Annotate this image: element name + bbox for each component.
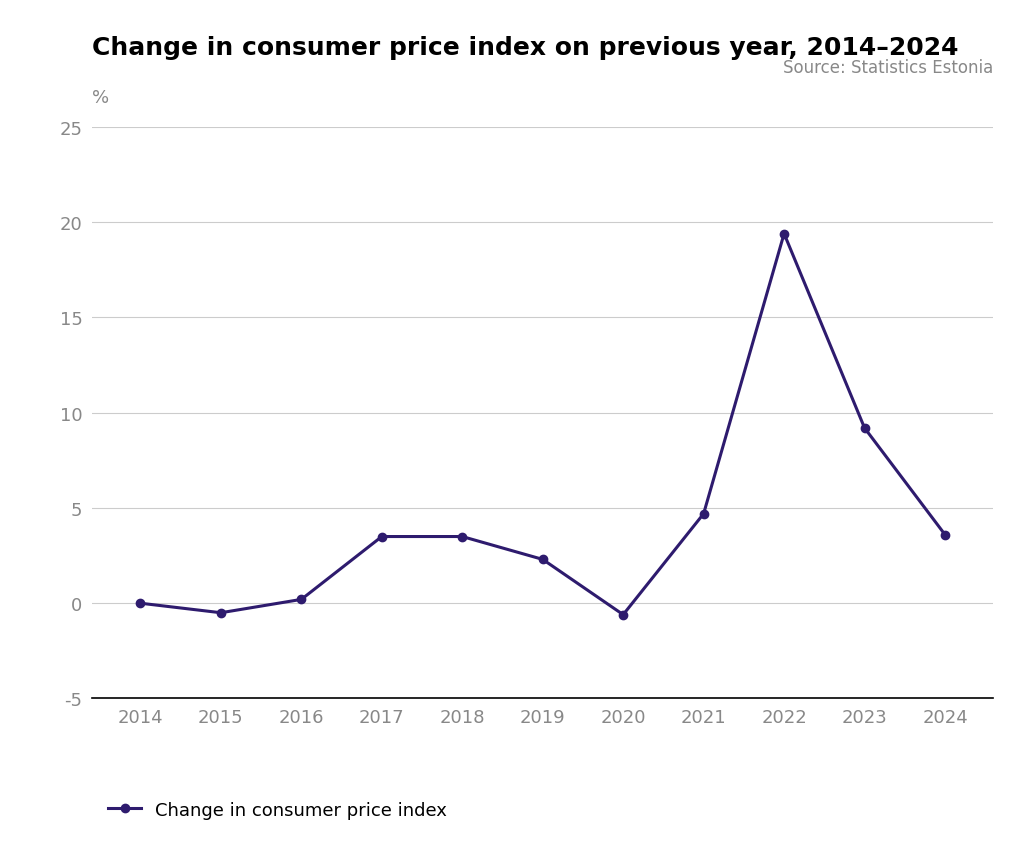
Legend: Change in consumer price index: Change in consumer price index [101,793,455,826]
Text: Source: Statistics Estonia: Source: Statistics Estonia [783,59,993,77]
Text: Change in consumer price index on previous year, 2014–2024: Change in consumer price index on previo… [92,36,958,60]
Text: %: % [92,89,110,106]
